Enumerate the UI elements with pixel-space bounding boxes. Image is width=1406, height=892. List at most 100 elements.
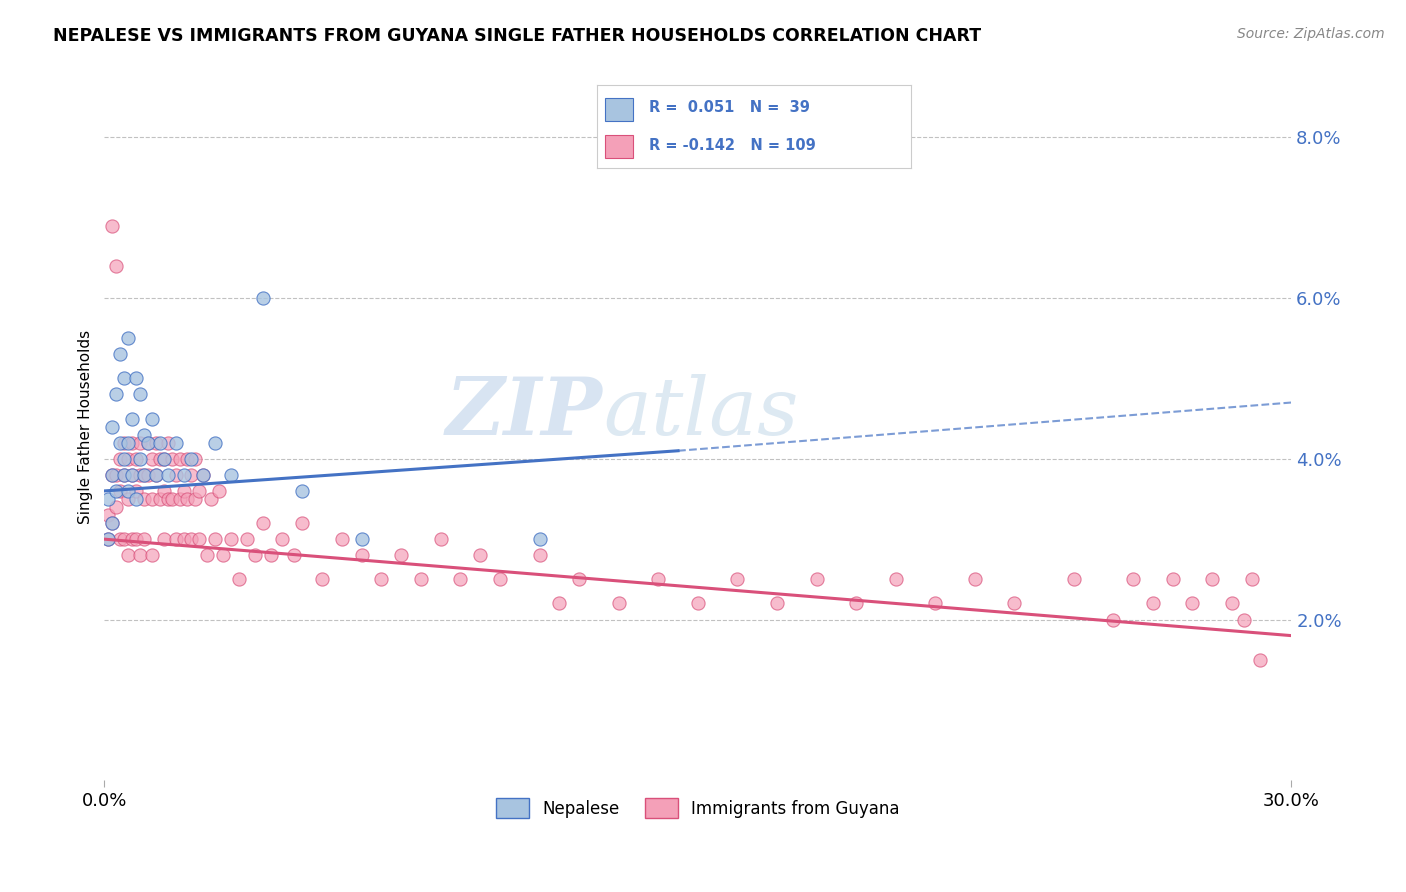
Point [97,508,120,522]
Point [165,467,187,482]
Point [136,435,159,450]
Point [195,548,218,562]
Point [173,483,195,498]
Point [548,597,571,611]
Point [184,491,207,506]
Point [129,387,152,401]
Point [141,451,163,466]
Point [97,491,120,506]
Point [117,451,139,466]
Point [449,573,471,587]
Point [108,347,131,361]
Point [169,451,191,466]
Point [108,483,131,498]
Point [129,451,152,466]
Point [725,573,748,587]
Point [121,532,143,546]
Point [219,467,242,482]
Point [963,573,986,587]
Text: NEPALESE VS IMMIGRANTS FROM GUYANA SINGLE FATHER HOUSEHOLDS CORRELATION CHART: NEPALESE VS IMMIGRANTS FROM GUYANA SINGL… [53,27,981,45]
Point [121,411,143,425]
Point [184,451,207,466]
Point [311,573,333,587]
Point [219,532,242,546]
Point [252,516,274,530]
Text: Source: ZipAtlas.com: Source: ZipAtlas.com [1237,27,1385,41]
Point [1161,573,1184,587]
Point [529,532,551,546]
Point [132,467,155,482]
Point [350,532,373,546]
Point [212,548,235,562]
Point [180,532,202,546]
Point [647,573,669,587]
Point [101,467,124,482]
Point [105,483,128,498]
Point [165,532,187,546]
Point [117,483,139,498]
Point [149,451,172,466]
Point [101,516,124,530]
Point [121,467,143,482]
Point [180,467,202,482]
Point [108,451,131,466]
Point [132,532,155,546]
Point [112,451,135,466]
Point [112,371,135,385]
Point [193,467,215,482]
Point [1142,597,1164,611]
Point [1249,653,1271,667]
Point [1201,573,1223,587]
Point [1233,613,1256,627]
Point [200,491,222,506]
Point [145,467,167,482]
Point [101,516,124,530]
Point [283,548,305,562]
Point [101,467,124,482]
Point [149,491,172,506]
Point [236,532,259,546]
Point [686,597,709,611]
Point [845,597,868,611]
Point [141,491,163,506]
Point [370,573,392,587]
Point [152,451,174,466]
Point [607,597,630,611]
Point [429,532,451,546]
Point [489,573,512,587]
Point [141,548,163,562]
Point [160,491,183,506]
Point [101,219,124,233]
Point [160,451,183,466]
Legend: Nepalese, Immigrants from Guyana: Nepalese, Immigrants from Guyana [489,791,907,825]
Point [1240,573,1263,587]
Point [112,532,135,546]
Text: atlas: atlas [603,374,799,451]
Y-axis label: Single Father Households: Single Father Households [79,329,93,524]
Point [105,500,128,514]
Point [105,259,128,273]
Point [132,491,155,506]
Point [117,548,139,562]
Point [291,516,314,530]
Point [330,532,353,546]
Point [1002,597,1025,611]
Point [568,573,591,587]
Point [105,387,128,401]
Point [105,467,128,482]
Point [129,435,152,450]
Point [125,451,148,466]
Point [1122,573,1144,587]
Point [152,483,174,498]
Point [117,491,139,506]
Point [173,467,195,482]
Point [125,371,148,385]
Point [806,573,828,587]
Point [1063,573,1085,587]
Point [121,435,143,450]
Point [271,532,294,546]
Point [132,427,155,442]
Point [125,483,148,498]
Point [169,491,191,506]
Point [129,467,152,482]
